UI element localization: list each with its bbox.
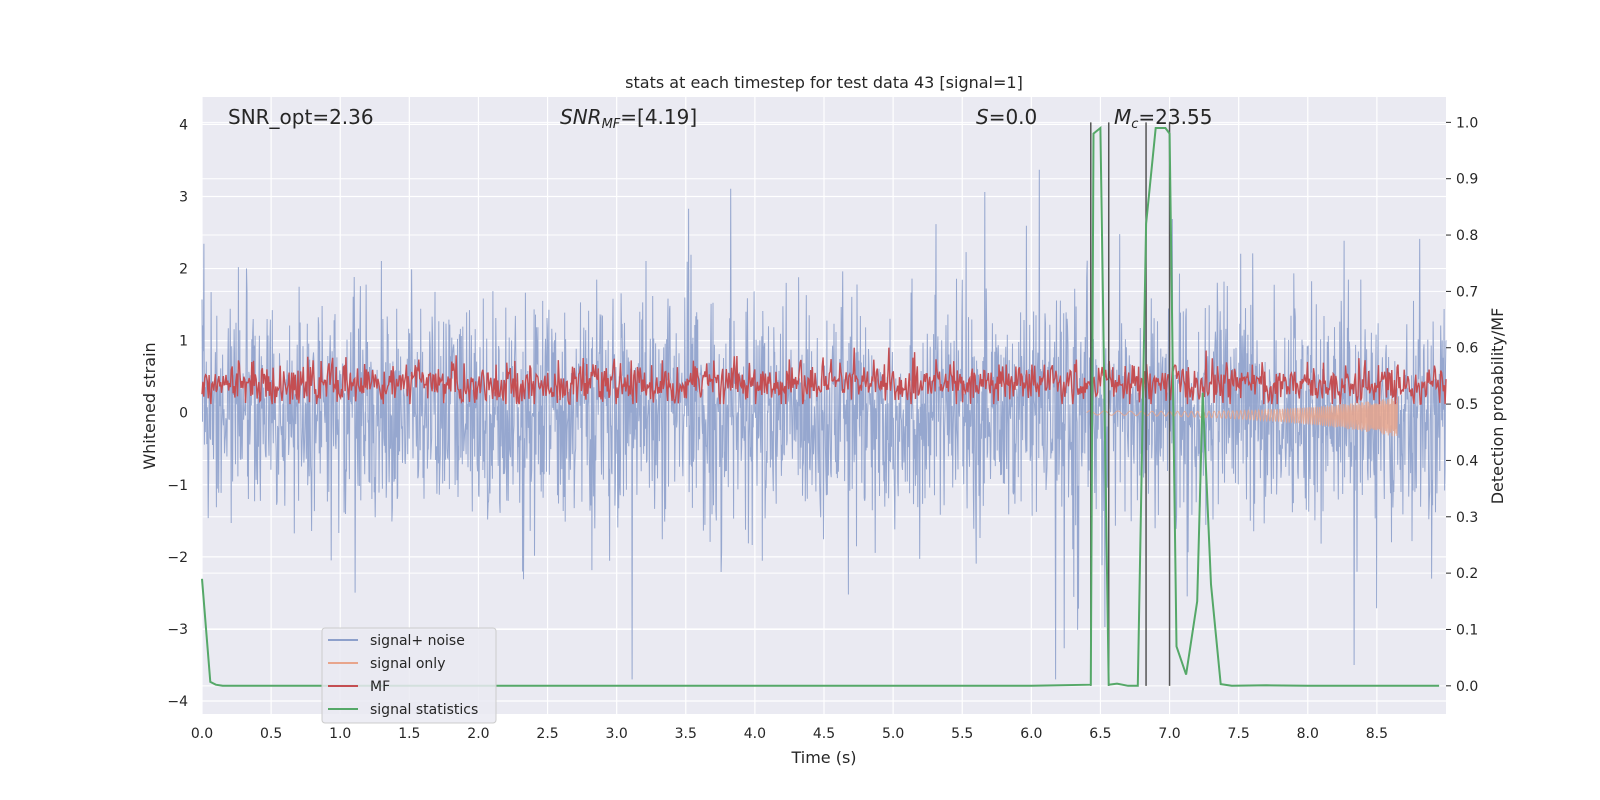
y-right-axis-label: Detection probability/MF	[1488, 308, 1507, 505]
x-tick-label: 2.5	[536, 726, 558, 742]
y-right-tick-label: 0.5	[1456, 397, 1478, 413]
signal-only-series	[1086, 396, 1399, 437]
x-tick-label: 1.5	[398, 726, 420, 742]
y-left-axis-label: Whitened strain	[140, 342, 159, 469]
x-tick-label: 0.0	[191, 726, 213, 742]
x-axis-label: Time (s)	[790, 748, 856, 767]
y-left-tick-label: 1	[179, 334, 188, 350]
annotation-s: S=0.0	[976, 105, 1037, 129]
legend-label-signal-statistics: signal statistics	[370, 702, 478, 718]
annotation-mc: Mc=23.55	[1114, 105, 1212, 132]
x-tick-label: 7.5	[1228, 726, 1250, 742]
x-tick-label: 8.5	[1366, 726, 1388, 742]
mf-line	[201, 347, 1447, 406]
x-tick-label: 6.0	[1020, 726, 1042, 742]
y-right-tick-label: 0.0	[1456, 679, 1478, 695]
x-tick-label: 2.0	[467, 726, 489, 742]
y-left-tick-label: −2	[167, 550, 188, 566]
annotation-snr-mf: SNRMF=[4.19]	[560, 105, 697, 132]
x-tick-label: 8.0	[1297, 726, 1319, 742]
y-right-tick-label: 0.4	[1456, 453, 1478, 469]
legend-label-signal-noise: signal+ noise	[370, 633, 465, 649]
y-left-tick-label: −4	[167, 694, 188, 710]
y-left-tick-label: 3	[179, 189, 188, 205]
x-tick-label: 1.0	[329, 726, 351, 742]
y-left-tick-label: −1	[167, 478, 188, 494]
y-left-tick-label: −3	[167, 622, 188, 638]
y-right-tick-label: 0.8	[1456, 228, 1478, 244]
y-right-tick-label: 0.3	[1456, 510, 1478, 526]
chart-title: stats at each timestep for test data 43 …	[625, 73, 1023, 92]
mf-series	[201, 347, 1447, 406]
y-right-tick-labels: 1.0 0.9 0.8 0.7 0.6 0.5 0.4 0.3 0.2 0.1 0.0	[1446, 115, 1478, 695]
x-tick-label: 3.5	[675, 726, 697, 742]
y-right-tick-label: 1.0	[1456, 115, 1478, 131]
legend-box	[321, 627, 497, 724]
annotation-snr-opt: SNR_opt=2.36	[228, 105, 374, 129]
x-tick-label: 4.0	[744, 726, 766, 742]
y-right-tick-label: 0.6	[1456, 341, 1478, 357]
x-tick-label: 5.0	[882, 726, 904, 742]
y-right-tick-label: 0.9	[1456, 172, 1478, 188]
legend-label-mf: MF	[370, 679, 390, 695]
chirp-line	[1086, 396, 1399, 437]
x-tick-label: 6.5	[1089, 726, 1111, 742]
x-tick-labels: 0.0 0.5 1.0 1.5 2.0 2.5 3.0 3.5 4.0 4.5 5.0 5.5 6.0 6…	[191, 726, 1388, 742]
legend: signal+ noise signal only MF signal stat…	[321, 627, 497, 724]
x-tick-label: 3.0	[606, 726, 628, 742]
y-right-tick-label: 0.1	[1456, 622, 1478, 638]
y-left-tick-label: 0	[179, 406, 188, 422]
x-tick-label: 5.5	[951, 726, 973, 742]
y-right-tick-label: 0.2	[1456, 566, 1478, 582]
y-left-tick-label: 4	[179, 117, 188, 133]
x-tick-label: 7.0	[1158, 726, 1180, 742]
y-right-tick-label: 0.7	[1456, 284, 1478, 300]
x-tick-label: 0.5	[260, 726, 282, 742]
y-left-tick-label: 2	[179, 262, 188, 278]
legend-label-signal-only: signal only	[370, 656, 445, 672]
y-left-tick-labels: 4 3 2 1 0 −1 −2 −3 −4	[167, 117, 188, 710]
x-tick-label: 4.5	[813, 726, 835, 742]
